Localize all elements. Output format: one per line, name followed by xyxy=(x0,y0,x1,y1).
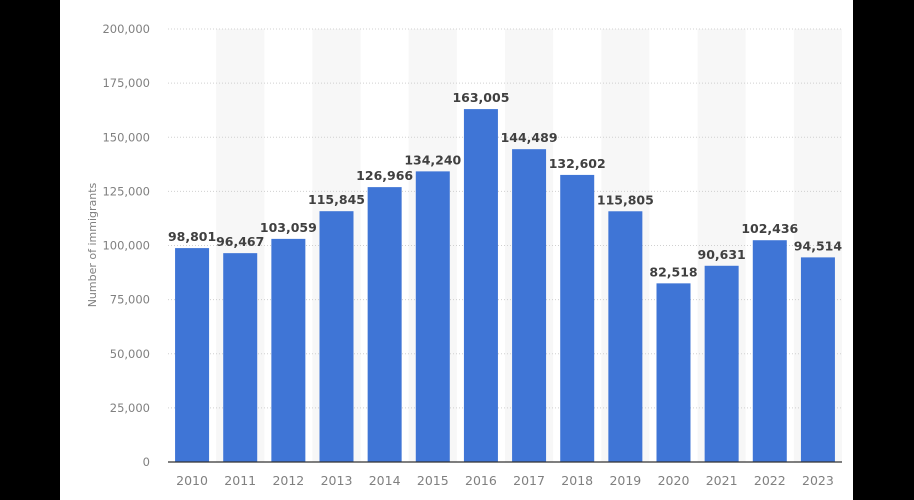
bar-2023 xyxy=(800,257,835,462)
bar-2010 xyxy=(175,248,210,462)
x-tick-label: 2017 xyxy=(513,473,545,488)
x-tick-label: 2021 xyxy=(706,473,738,488)
x-tick-label: 2019 xyxy=(609,473,641,488)
x-tick-label: 2022 xyxy=(754,473,786,488)
bar-2011 xyxy=(223,253,258,462)
data-label: 115,845 xyxy=(308,192,365,207)
data-label: 96,467 xyxy=(216,234,264,249)
data-label: 103,059 xyxy=(260,220,317,235)
bar-2020 xyxy=(656,283,691,462)
x-tick-label: 2018 xyxy=(561,473,593,488)
data-label: 115,805 xyxy=(597,192,654,207)
y-tick-label: 125,000 xyxy=(102,184,150,198)
y-tick-label: 100,000 xyxy=(102,239,150,253)
bar-2022 xyxy=(752,240,787,462)
x-tick-label: 2010 xyxy=(176,473,208,488)
bar-2019 xyxy=(608,211,643,462)
x-tick-label: 2014 xyxy=(369,473,401,488)
y-tick-label: 0 xyxy=(143,455,150,469)
x-tick-label: 2011 xyxy=(224,473,256,488)
y-tick-label: 150,000 xyxy=(102,130,150,144)
data-label: 98,801 xyxy=(168,229,216,244)
x-tick-label: 2012 xyxy=(272,473,304,488)
y-axis-label: Number of immigrants xyxy=(86,182,99,307)
bar-2015 xyxy=(415,171,450,462)
bar-2021 xyxy=(704,265,739,462)
bar-2013 xyxy=(319,211,354,462)
data-label: 94,514 xyxy=(794,238,843,253)
bar-2018 xyxy=(560,174,595,462)
x-tick-label: 2020 xyxy=(658,473,690,488)
data-label: 163,005 xyxy=(452,90,509,105)
data-label: 132,602 xyxy=(549,156,606,171)
bar-2017 xyxy=(512,149,547,462)
y-tick-label: 25,000 xyxy=(110,401,150,415)
data-label: 90,631 xyxy=(698,247,746,262)
data-label: 134,240 xyxy=(404,152,461,167)
x-tick-label: 2016 xyxy=(465,473,497,488)
bar-2016 xyxy=(463,109,498,462)
data-label: 144,489 xyxy=(501,130,558,145)
x-tick-label: 2013 xyxy=(321,473,353,488)
data-label: 126,966 xyxy=(356,168,413,183)
y-tick-label: 200,000 xyxy=(102,22,150,36)
y-tick-label: 50,000 xyxy=(110,347,150,361)
x-tick-label: 2023 xyxy=(802,473,834,488)
data-label: 82,518 xyxy=(649,264,697,279)
data-label: 102,436 xyxy=(741,221,798,236)
bar-2014 xyxy=(367,187,402,463)
bar-2012 xyxy=(271,238,306,462)
y-tick-label: 175,000 xyxy=(102,76,150,90)
x-tick-label: 2015 xyxy=(417,473,449,488)
y-tick-label: 75,000 xyxy=(110,293,150,307)
